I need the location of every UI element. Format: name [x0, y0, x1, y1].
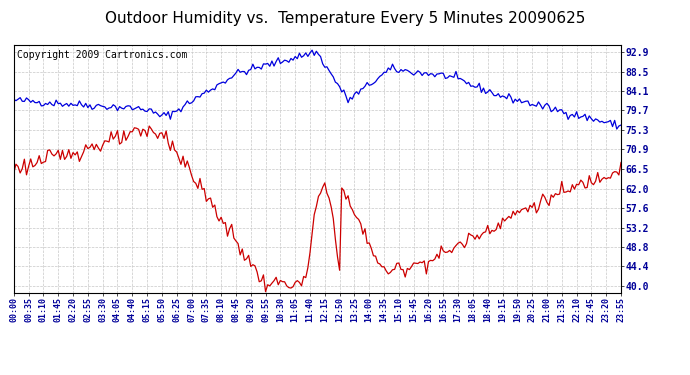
Text: Copyright 2009 Cartronics.com: Copyright 2009 Cartronics.com: [17, 50, 187, 60]
Text: Outdoor Humidity vs.  Temperature Every 5 Minutes 20090625: Outdoor Humidity vs. Temperature Every 5…: [105, 11, 585, 26]
